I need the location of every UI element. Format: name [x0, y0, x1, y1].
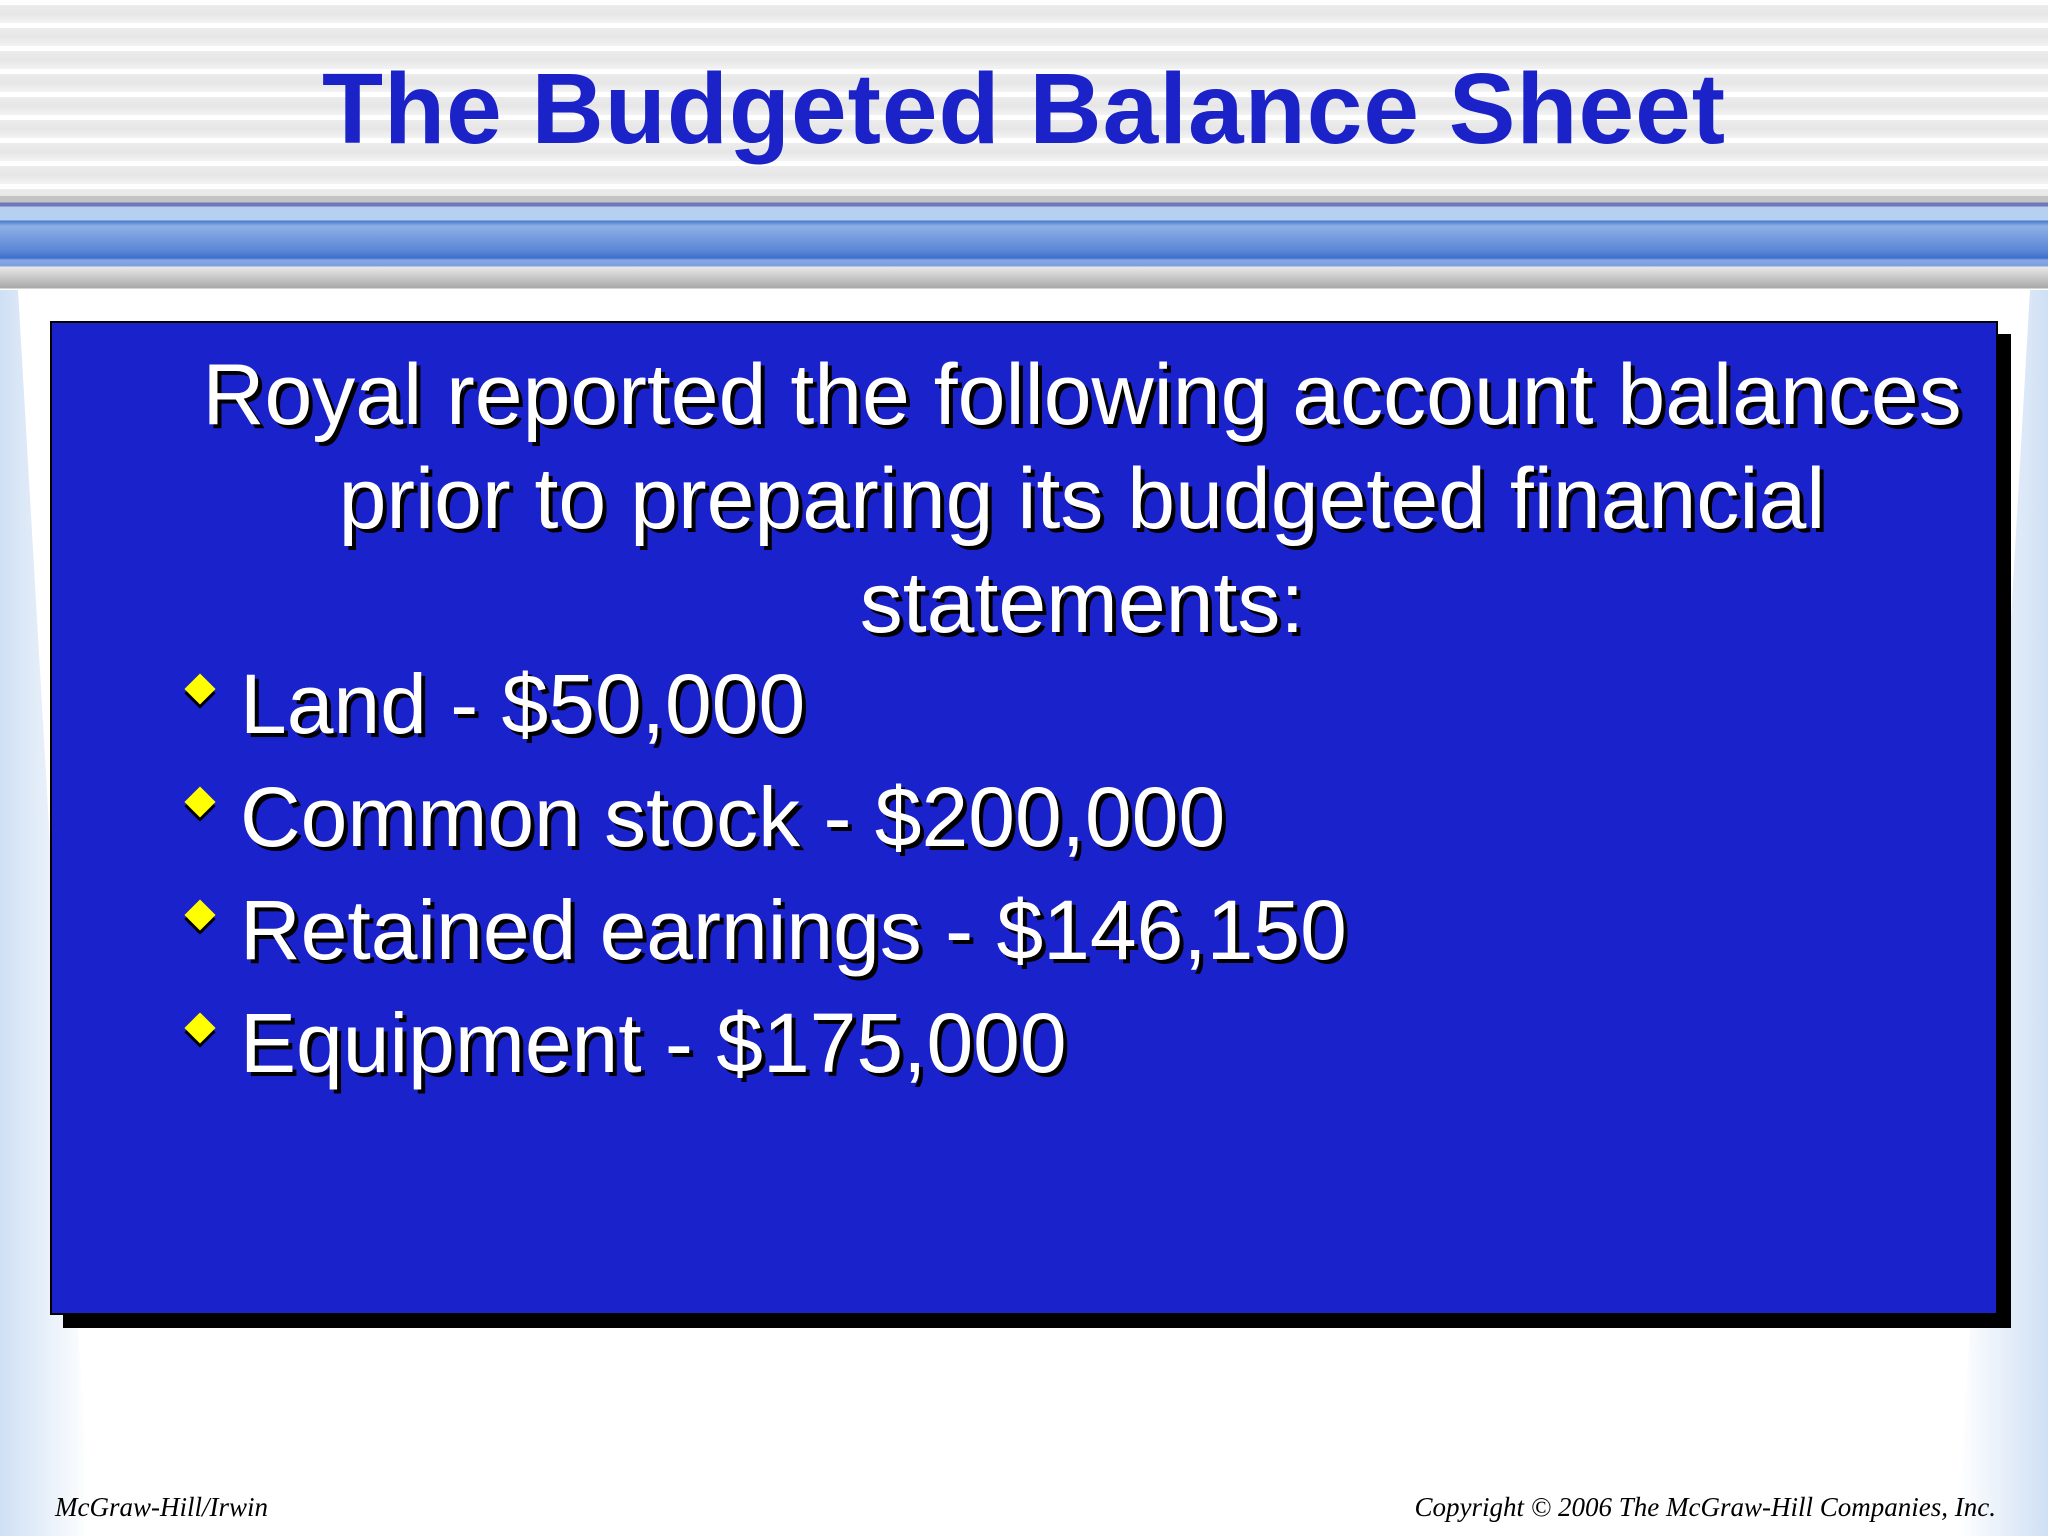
slide-title: The Budgeted Balance Sheet	[321, 53, 1727, 165]
bullet-item: Land - $50,000	[52, 648, 1996, 761]
diamond-bullet-icon	[184, 786, 216, 818]
content-box: Royal reported the following account bal…	[50, 321, 1998, 1315]
diamond-bullet-icon	[184, 1012, 216, 1044]
bullet-list: Land - $50,000 Common stock - $200,000 R…	[52, 648, 1996, 1100]
bullet-item: Common stock - $200,000	[52, 761, 1996, 874]
bullet-text: Land - $50,000	[240, 657, 806, 751]
bullet-text: Equipment - $175,000	[240, 996, 1067, 1090]
bullet-text: Retained earnings - $146,150	[240, 883, 1347, 977]
bullet-text: Common stock - $200,000	[240, 770, 1226, 864]
header-stripes	[0, 0, 2048, 196]
diamond-bullet-icon	[184, 899, 216, 931]
bullet-item: Equipment - $175,000	[52, 987, 1996, 1100]
footer-publisher: McGraw-Hill/Irwin	[55, 1492, 268, 1522]
intro-text: Royal reported the following account bal…	[202, 347, 1962, 651]
footer-copyright: Copyright © 2006 The McGraw-Hill Compani…	[1414, 1492, 1996, 1522]
bullet-item: Retained earnings - $146,150	[52, 874, 1996, 987]
diamond-bullet-icon	[184, 673, 216, 705]
header-band	[0, 196, 2048, 290]
